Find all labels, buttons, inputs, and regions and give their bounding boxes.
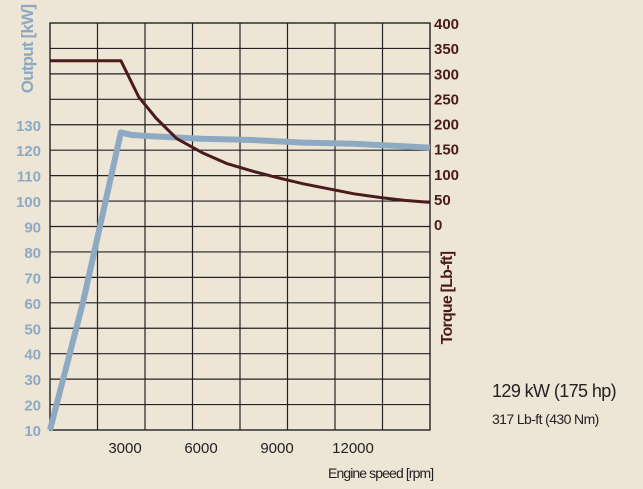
left-tick-label: 40: [24, 347, 41, 364]
x-tick-label: 12000: [332, 440, 374, 457]
x-axis-ticks: 3000 6000 9000 12000: [108, 440, 374, 457]
rated-power: 129 kW (175 hp): [492, 381, 617, 401]
left-tick-label: 70: [24, 270, 41, 287]
left-tick-label: 60: [24, 296, 41, 313]
left-tick-label: 120: [16, 143, 41, 160]
left-tick-label: 130: [16, 118, 41, 135]
right-tick-label: 0: [434, 217, 442, 234]
engine-rating: 129 kW (175 hp) 317 Lb-ft (430 Nm): [492, 381, 617, 427]
left-tick-label: 50: [24, 321, 41, 338]
torque-curve: [50, 59, 431, 204]
right-tick-label: 100: [434, 167, 459, 184]
x-axis-label: Engine speed [rpm]: [328, 465, 433, 481]
rated-torque: 317 Lb-ft (430 Nm): [492, 411, 599, 427]
x-tick-label: 9000: [260, 440, 293, 457]
left-axis-ticks: 10 20 30 40 50 60 70 80 90 100 110 120 130: [16, 118, 41, 440]
left-tick-label: 20: [24, 398, 41, 415]
left-tick-label: 100: [16, 194, 41, 211]
right-tick-label: 50: [434, 192, 451, 209]
right-tick-label: 150: [434, 142, 459, 159]
left-tick-label: 110: [17, 169, 41, 186]
right-axis-label: Torque [Lb-ft]: [439, 251, 456, 344]
x-tick-label: 6000: [184, 440, 217, 457]
right-tick-label: 300: [434, 66, 459, 83]
x-tick-label: 3000: [108, 440, 141, 457]
left-tick-label: 30: [24, 372, 41, 389]
left-tick-label: 80: [24, 245, 41, 262]
right-tick-label: 200: [434, 117, 459, 134]
left-tick-label: 90: [24, 220, 41, 237]
right-axis-ticks: 0 50 100 150 200 250 300 350 400: [434, 16, 459, 234]
series-layer: [47, 59, 431, 431]
left-axis-label: Output [kW]: [18, 5, 37, 94]
right-tick-label: 250: [434, 91, 459, 108]
grid: [49, 22, 431, 431]
right-tick-label: 350: [434, 41, 459, 58]
left-tick-label: 10: [24, 423, 41, 440]
right-tick-label: 400: [434, 16, 459, 33]
